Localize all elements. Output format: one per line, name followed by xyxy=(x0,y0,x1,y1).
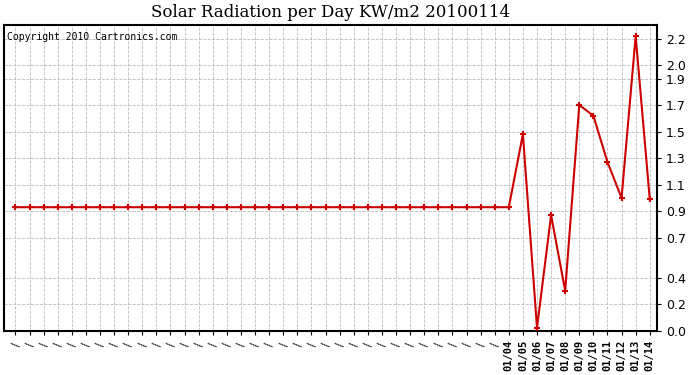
Title: Solar Radiation per Day KW/m2 20100114: Solar Radiation per Day KW/m2 20100114 xyxy=(151,4,510,21)
Text: Copyright 2010 Cartronics.com: Copyright 2010 Cartronics.com xyxy=(8,32,178,42)
